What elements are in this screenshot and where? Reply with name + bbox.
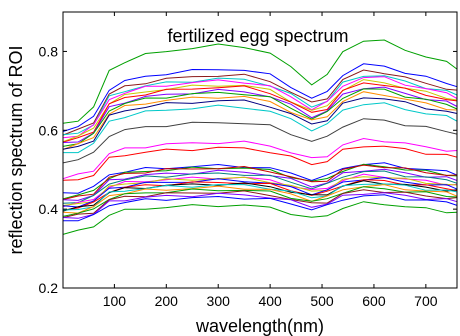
y-tick-label: 0.2 [39,280,59,296]
series-line-32 [62,201,458,235]
x-tick-label: 600 [362,293,386,309]
y-tick-label: 0.8 [39,43,59,59]
y-axis-ticks: 0.2 0.4 0.6 0.8 [39,43,457,296]
x-tick-label: 500 [310,293,334,309]
series-line-17 [62,163,458,200]
y-tick-label: 0.4 [39,201,59,217]
series-layer [62,39,458,235]
series-line-2 [62,63,458,132]
series-line-13 [62,118,458,164]
series-line-5 [62,76,458,139]
series-line-16 [62,162,458,194]
series-line-1 [62,39,458,124]
plot-background [63,12,457,288]
series-line-12 [63,102,458,154]
x-tick-label: 700 [414,293,438,309]
x-tick-label: 400 [258,293,282,309]
series-line-18 [62,164,458,201]
plot-frame [62,11,458,289]
series-line-9 [62,88,458,147]
series-line-3 [62,69,458,136]
series-line-15 [62,145,458,181]
series-line-28 [62,186,458,217]
chart-title: fertilized egg spectrum [167,26,348,46]
x-tick-label: 100 [103,293,127,309]
x-tick-label: 300 [207,293,231,309]
series-line-20 [62,170,458,204]
y-axis-label: reflection spectrum of ROI [6,45,26,254]
series-line-31 [63,194,458,222]
x-tick-label: 200 [155,293,179,309]
y-tick-label: 0.6 [39,122,59,138]
series-line-6 [62,79,458,143]
series-line-7 [62,82,458,143]
series-line-10 [62,91,458,150]
series-line-27 [62,184,458,214]
series-line-14 [62,137,458,180]
x-axis-label: wavelength(nm) [195,316,324,336]
x-axis-ticks: 100 200 300 400 500 600 700 [103,12,438,309]
series-line-29 [62,189,458,219]
series-line-11 [62,97,458,150]
